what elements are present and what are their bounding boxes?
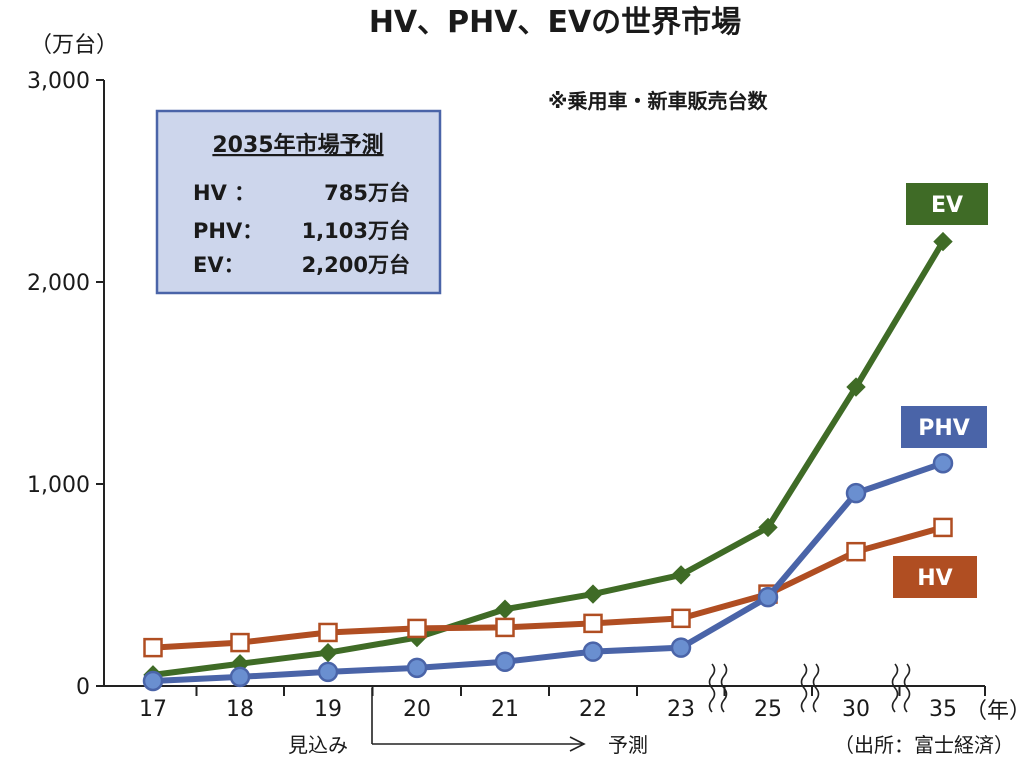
- legend-tag-phv-bg: [901, 406, 987, 448]
- chart-title: HV、PHV、EVの世界市場: [369, 5, 741, 40]
- series-point-hv: [846, 541, 866, 562]
- series-line-hv: [150, 524, 946, 651]
- series-line-phv: [150, 460, 946, 684]
- forecast-label: 予測: [608, 733, 648, 757]
- x-ticks: 17 18 19 20 21 22 23 25 30 35: [139, 686, 986, 722]
- x-tick-label: 23: [667, 697, 695, 722]
- series-point-phv: [229, 666, 251, 688]
- series-point-phv: [757, 586, 779, 608]
- forecast-box: 2035年市場予測 HV ： 785万台 PHV： 1,103万台 EV： 2,…: [155, 109, 442, 295]
- axis-break-25-30: [800, 663, 820, 713]
- x-axis-unit: （年）: [965, 699, 1024, 724]
- y-tick-label: 3,000: [27, 69, 90, 94]
- legend-tag-phv: PHV: [901, 406, 987, 448]
- series-point-hv: [407, 618, 427, 639]
- series-point-phv: [406, 657, 428, 679]
- forecast-row-hv-value: 785万台: [324, 181, 410, 205]
- series-point-hv: [143, 637, 163, 658]
- series-point-phv: [494, 651, 516, 673]
- axis-break-marks: [708, 663, 911, 713]
- source-label: （出所：富士経済）: [834, 733, 1014, 757]
- y-tick-label: 2,000: [27, 271, 90, 296]
- series-point-ev: [495, 599, 515, 619]
- actual-label: 見込み: [288, 733, 348, 757]
- series-point-ev: [318, 642, 338, 663]
- legend-tag-ev-bg: [906, 183, 988, 225]
- series-line-ev: [150, 238, 946, 678]
- x-tick-label: 17: [139, 697, 167, 722]
- series-point-hv: [318, 622, 338, 643]
- forecast-arrow-head: [569, 736, 586, 752]
- legend-tag-ev: EV: [906, 183, 988, 225]
- forecast-row-ev-value: 2,200万台: [302, 253, 410, 277]
- forecast-box-bg: [155, 109, 442, 295]
- chart-note: ※乗用車・新車販売台数: [548, 89, 768, 113]
- forecast-row-ev-label: EV：: [193, 253, 245, 277]
- series-point-ev: [933, 231, 953, 252]
- series-point-phv: [845, 482, 867, 504]
- x-tick-label: 18: [226, 697, 254, 722]
- y-axis-unit: （万台）: [30, 33, 118, 58]
- legend-tag-ev-label: EV: [931, 193, 963, 218]
- legend-tag-phv-label: PHV: [918, 416, 970, 441]
- x-tick-label: 19: [314, 697, 342, 722]
- y-tick-label: 0: [76, 675, 90, 700]
- series-point-hv: [933, 517, 953, 538]
- forecast-row-phv-value: 1,103万台: [302, 219, 410, 243]
- axis-break-23-25: [708, 663, 728, 713]
- series-point-hv: [230, 632, 250, 653]
- series-point-phv: [670, 637, 692, 658]
- forecast-arrow: [371, 688, 586, 752]
- legend-tag-hv: HV: [893, 556, 977, 598]
- series-point-hv: [495, 617, 515, 638]
- legend-tag-hv-label: HV: [917, 566, 952, 591]
- x-tick-label: 25: [754, 697, 782, 722]
- series-point-hv: [583, 613, 603, 634]
- forecast-row-phv-label: PHV：: [193, 219, 263, 243]
- x-tick-label: 30: [842, 697, 870, 722]
- series-point-phv: [582, 641, 604, 662]
- y-ticks: 0 1,000 2,000 3,000: [27, 69, 104, 700]
- forecast-box-title: 2035年市場予測: [212, 132, 383, 158]
- forecast-row-hv-label: HV ：: [193, 181, 255, 205]
- series-point-phv: [142, 670, 164, 692]
- axis-break-30-35: [891, 663, 911, 713]
- x-tick-label: 21: [491, 697, 519, 722]
- series-point-ev: [583, 584, 603, 604]
- series-point-ev: [846, 377, 866, 397]
- y-tick-label: 1,000: [27, 473, 90, 498]
- x-tick-label: 35: [929, 697, 957, 722]
- series-point-ev: [758, 517, 778, 538]
- series-group: [142, 231, 954, 692]
- series-point-ev: [671, 565, 691, 585]
- legend-tag-hv-bg: [893, 556, 977, 598]
- series-point-hv: [671, 608, 691, 629]
- series-point-phv: [317, 661, 339, 683]
- series-point-phv: [932, 452, 954, 474]
- x-tick-label: 22: [579, 697, 607, 722]
- x-tick-label: 20: [403, 697, 431, 722]
